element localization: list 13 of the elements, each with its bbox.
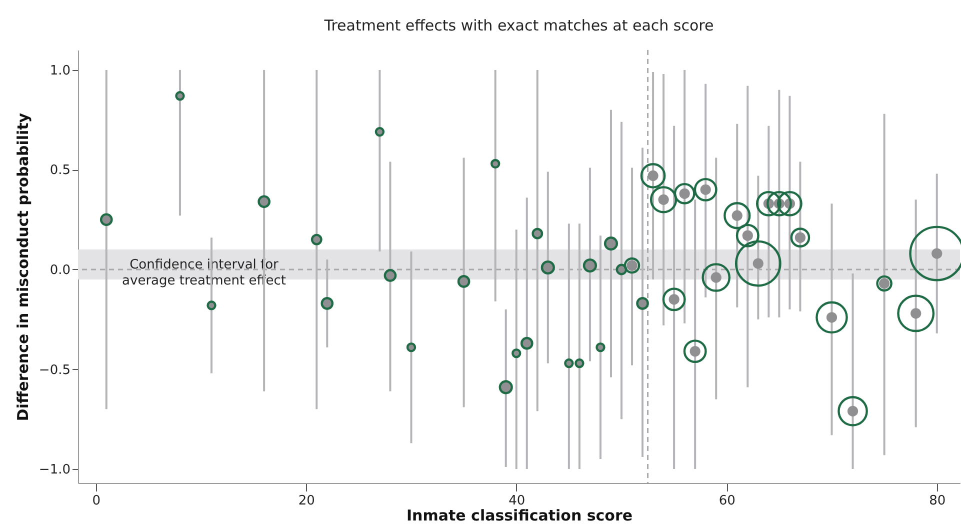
x-axis-title: Inmate classification score — [406, 506, 633, 524]
y-tick-label: 0.0 — [50, 262, 70, 278]
y-tick-label: 0.5 — [50, 163, 70, 178]
x-tick-label: 60 — [718, 494, 736, 508]
x-tick-label: 0 — [92, 494, 101, 508]
y-tick-label: −1.0 — [38, 462, 70, 478]
x-tick-label: 40 — [508, 494, 526, 508]
y-tick-label: −0.5 — [38, 362, 70, 378]
y-tick-label: 1.0 — [50, 63, 70, 78]
x-tick-label: 80 — [929, 494, 946, 508]
y-axis-title: Difference in misconduct probability — [14, 112, 32, 422]
chart-title: Treatment effects with exact matches at each score — [323, 16, 714, 34]
x-tick-label: 20 — [298, 494, 315, 508]
